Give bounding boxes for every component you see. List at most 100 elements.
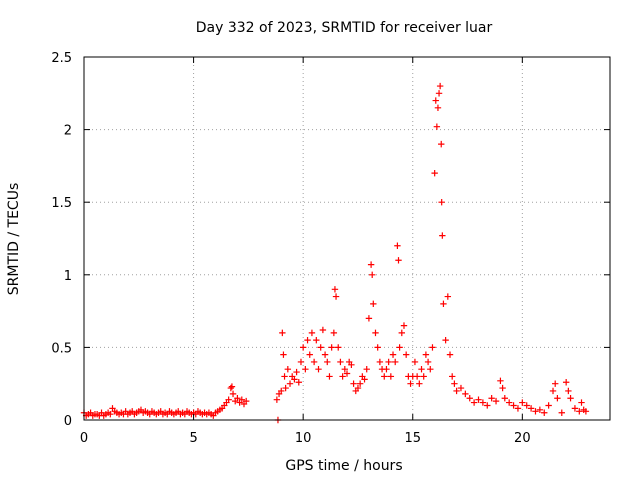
data-point <box>407 380 414 387</box>
data-point <box>299 344 307 351</box>
data-point <box>434 104 442 112</box>
data-point <box>432 97 439 104</box>
data-point <box>523 402 530 409</box>
data-point <box>424 358 432 366</box>
data-point <box>395 257 402 264</box>
data-point <box>413 373 421 380</box>
data-point <box>453 387 460 395</box>
data-point <box>315 365 322 373</box>
data-point <box>227 384 235 392</box>
data-point <box>484 402 491 409</box>
data-point <box>392 358 399 366</box>
data-point <box>418 365 425 373</box>
data-point <box>427 365 434 373</box>
data-point <box>372 329 379 337</box>
data-point <box>536 406 544 414</box>
data-point <box>488 395 495 402</box>
data-point <box>554 395 561 402</box>
data-point <box>306 351 313 358</box>
data-point <box>400 322 408 329</box>
data-point <box>284 365 292 373</box>
data-point <box>466 395 473 402</box>
data-point <box>367 261 375 268</box>
data-point <box>310 358 318 366</box>
data-point <box>369 271 376 278</box>
data-point <box>321 351 329 358</box>
data-point <box>341 365 349 373</box>
data-point <box>420 373 427 380</box>
data-point <box>339 373 346 380</box>
data-point <box>350 380 357 387</box>
data-point <box>389 351 397 358</box>
y-tick-label: 1.5 <box>51 196 72 211</box>
data-point <box>411 358 419 366</box>
data-point <box>308 329 316 337</box>
data-point <box>431 169 438 177</box>
data-point <box>387 373 395 380</box>
data-point <box>545 402 552 409</box>
chart-title: Day 332 of 2023, SRMTID for receiver lua… <box>196 20 493 36</box>
y-tick-label: 2 <box>64 124 72 139</box>
data-point <box>438 140 445 148</box>
x-axis-label: GPS time / hours <box>285 458 402 474</box>
data-point <box>293 368 300 376</box>
data-point <box>376 358 384 366</box>
data-point <box>273 396 281 403</box>
data-point <box>444 293 452 300</box>
y-tick-label: 0.5 <box>51 341 72 356</box>
data-point <box>558 409 565 416</box>
x-tick-label: 0 <box>80 431 88 446</box>
data-point <box>499 384 506 392</box>
data-point <box>385 358 392 366</box>
data-point <box>416 380 423 387</box>
data-point <box>422 351 430 358</box>
data-point <box>319 326 327 334</box>
data-point <box>501 395 508 402</box>
data-point <box>335 344 342 351</box>
y-tick-label: 2.5 <box>51 51 72 66</box>
y-tick-label: 1 <box>64 269 72 284</box>
plot-frame <box>83 56 611 421</box>
data-point <box>383 365 390 373</box>
data-point <box>328 344 335 351</box>
data-marks <box>80 82 590 424</box>
data-point <box>479 399 487 406</box>
data-point <box>436 82 444 90</box>
y-axis-label: SRMTID / TECUs <box>6 183 22 296</box>
data-point <box>304 336 311 344</box>
x-tick-label: 10 <box>295 431 312 446</box>
data-point <box>278 387 285 395</box>
data-point <box>242 397 250 405</box>
data-point <box>374 344 381 351</box>
data-point <box>505 399 513 406</box>
data-point <box>442 336 449 344</box>
data-point <box>326 373 333 380</box>
data-point <box>365 315 373 322</box>
data-point <box>527 405 535 412</box>
data-point <box>462 390 469 398</box>
data-point <box>286 380 294 387</box>
data-point <box>279 329 286 337</box>
data-point <box>330 329 338 337</box>
data-point <box>433 123 441 130</box>
data-point <box>440 300 447 308</box>
data-point <box>229 390 237 398</box>
data-point <box>238 396 245 403</box>
data-point <box>281 373 288 380</box>
data-point <box>331 286 339 293</box>
data-point <box>429 344 436 351</box>
data-point <box>449 373 456 380</box>
data-point <box>438 199 445 206</box>
data-point <box>295 379 302 386</box>
data-point <box>302 365 309 373</box>
data-point <box>332 293 340 300</box>
y-tick-label: 0 <box>64 414 72 429</box>
data-point <box>280 351 287 358</box>
data-point <box>107 410 114 418</box>
data-point <box>451 380 458 387</box>
data-point <box>354 384 362 392</box>
data-point <box>439 232 446 239</box>
data-point <box>562 379 570 386</box>
data-point <box>475 396 482 403</box>
